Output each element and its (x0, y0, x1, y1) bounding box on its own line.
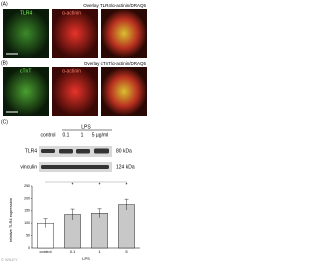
micrograph (3, 67, 49, 116)
micrograph (52, 9, 98, 58)
image-label: Overlay cTnT/α-actinin/DRAQ5 (84, 61, 147, 66)
blot-size: 80 kDa (116, 148, 132, 154)
significance-mark: * (72, 182, 74, 188)
y-tick-label: 200 (24, 196, 30, 200)
band (59, 149, 73, 154)
micrograph (3, 9, 49, 58)
significance-mark: * (99, 182, 101, 188)
lane-label: 0.1 (63, 132, 70, 138)
bands (41, 148, 109, 169)
lane-label: 5 µg/ml (92, 132, 109, 138)
micrographs (3, 9, 147, 116)
image-label: α-actinin (62, 68, 81, 74)
treatment-label: LPS (81, 124, 91, 130)
panel-label: (A) (1, 1, 8, 7)
significance-mark: * (126, 182, 128, 188)
panel-label: (C) (1, 119, 8, 125)
image-label: Overlay TLR4/α-actinin/DRAQ5 (83, 3, 146, 8)
y-axis-label: relative TLR4 expression (8, 198, 13, 242)
blot (39, 146, 112, 157)
bar (91, 213, 108, 249)
image-label: α-actinin (62, 10, 81, 16)
y-tick-label: 0 (28, 246, 30, 250)
micrograph (101, 9, 147, 58)
y-tick-label: 100 (24, 221, 30, 225)
blot-size: 124 kDa (116, 164, 135, 170)
bar (118, 204, 135, 249)
x-tick-label: 1 (98, 249, 101, 254)
band (76, 149, 90, 154)
y-tick-label: 150 (24, 209, 30, 213)
lane-label: control (40, 132, 55, 138)
x-tick-label: 5 (125, 249, 128, 254)
micrograph (101, 67, 147, 116)
image-label: TLR4 (20, 10, 32, 16)
band (41, 165, 109, 169)
lane-label: 1 (81, 132, 84, 138)
band (94, 148, 109, 154)
y-tick-label: 250 (24, 184, 30, 188)
figure: (A) TLR4 α-actinin Overlay TLR4/α-actini… (1, 1, 147, 262)
panel-label: (B) (1, 60, 8, 66)
micrograph (52, 67, 98, 116)
image-label: cTnT (20, 68, 31, 74)
y-tick-label: 50 (26, 234, 30, 238)
blot-label: TLR4 (25, 148, 37, 154)
watermark: © WILEY (1, 257, 18, 262)
blot-label: vinculin (20, 164, 37, 170)
x-tick-label: control (39, 249, 51, 254)
band (41, 149, 55, 153)
x-axis-label: LPS (82, 256, 90, 261)
x-tick-label: 0.1 (70, 249, 76, 254)
